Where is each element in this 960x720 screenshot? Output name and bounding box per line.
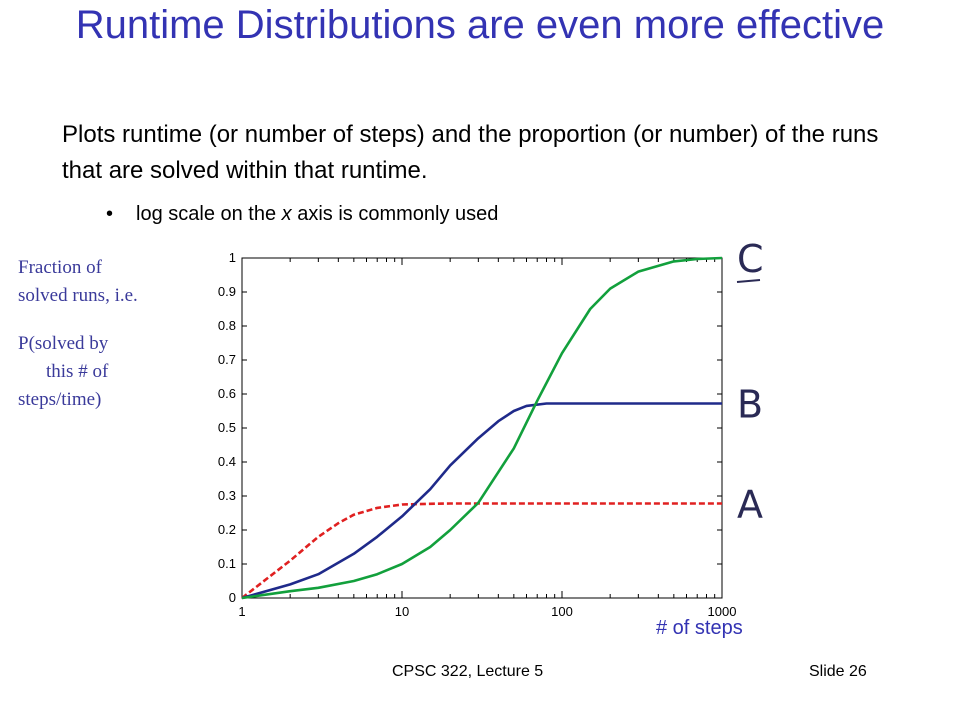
y-tick-label: 0.7 xyxy=(218,352,236,367)
series-line-a xyxy=(241,502,722,600)
x-tick-label: 10 xyxy=(395,604,409,619)
y-tick-label: 0.4 xyxy=(218,454,236,469)
y-tick-label: 0.1 xyxy=(218,556,236,571)
y-tick-label: 1 xyxy=(229,250,236,265)
x-tick-label: 1 xyxy=(238,604,245,619)
x-axis-label: # of steps xyxy=(656,617,743,639)
ylabel-line: Fraction of xyxy=(18,257,102,278)
ylabel-line: P(solved by xyxy=(18,333,109,354)
ylabel-line: steps/time) xyxy=(18,389,102,410)
series-label-c: C xyxy=(737,240,764,281)
y-tick-label: 0.8 xyxy=(218,318,236,333)
y-tick-label: 0.6 xyxy=(218,386,236,401)
x-tick-label: 100 xyxy=(551,604,573,619)
series-line-c xyxy=(241,256,723,600)
ylabel-line: solved runs, i.e. xyxy=(18,285,138,306)
y-tick-label: 0 xyxy=(229,590,236,605)
series-label-b: B xyxy=(737,383,763,427)
bullet-text: log scale on the x axis is commonly used xyxy=(136,203,499,225)
footer-course: CPSC 322, Lecture 5 xyxy=(392,663,544,680)
bullet-item: • log scale on the x axis is commonly use… xyxy=(106,199,806,229)
y-axis-annotation: Fraction of solved runs, i.e. P(solved b… xyxy=(18,254,208,414)
footer-slide-number: Slide 26 xyxy=(809,663,867,680)
label-c-underline xyxy=(736,279,761,283)
series-label-a: A xyxy=(737,482,763,526)
bullet-dot-icon: • xyxy=(106,203,114,225)
series-line-b xyxy=(241,402,722,600)
bullet-italic-word: x xyxy=(281,203,292,225)
y-tick-label: 0.5 xyxy=(218,420,236,435)
runtime-distribution-chart: 0 0.1 0.2 0.3 0.4 0.5 0.6 0.7 0.8 0.9 1 1 10 100 1000 A… xyxy=(218,240,764,619)
y-tick-label: 0.9 xyxy=(218,284,236,299)
plot-frame xyxy=(241,257,723,599)
x-tick-label: 1000 xyxy=(708,604,737,619)
slide-body-text: Plots runtime (or number of steps) and t… xyxy=(62,121,879,184)
slide-title: Runtime Distributions are even more effe… xyxy=(75,3,885,47)
y-tick-label: 0.3 xyxy=(218,488,236,503)
y-tick-label: 0.2 xyxy=(218,522,236,537)
ylabel-line: this # of xyxy=(46,361,109,382)
